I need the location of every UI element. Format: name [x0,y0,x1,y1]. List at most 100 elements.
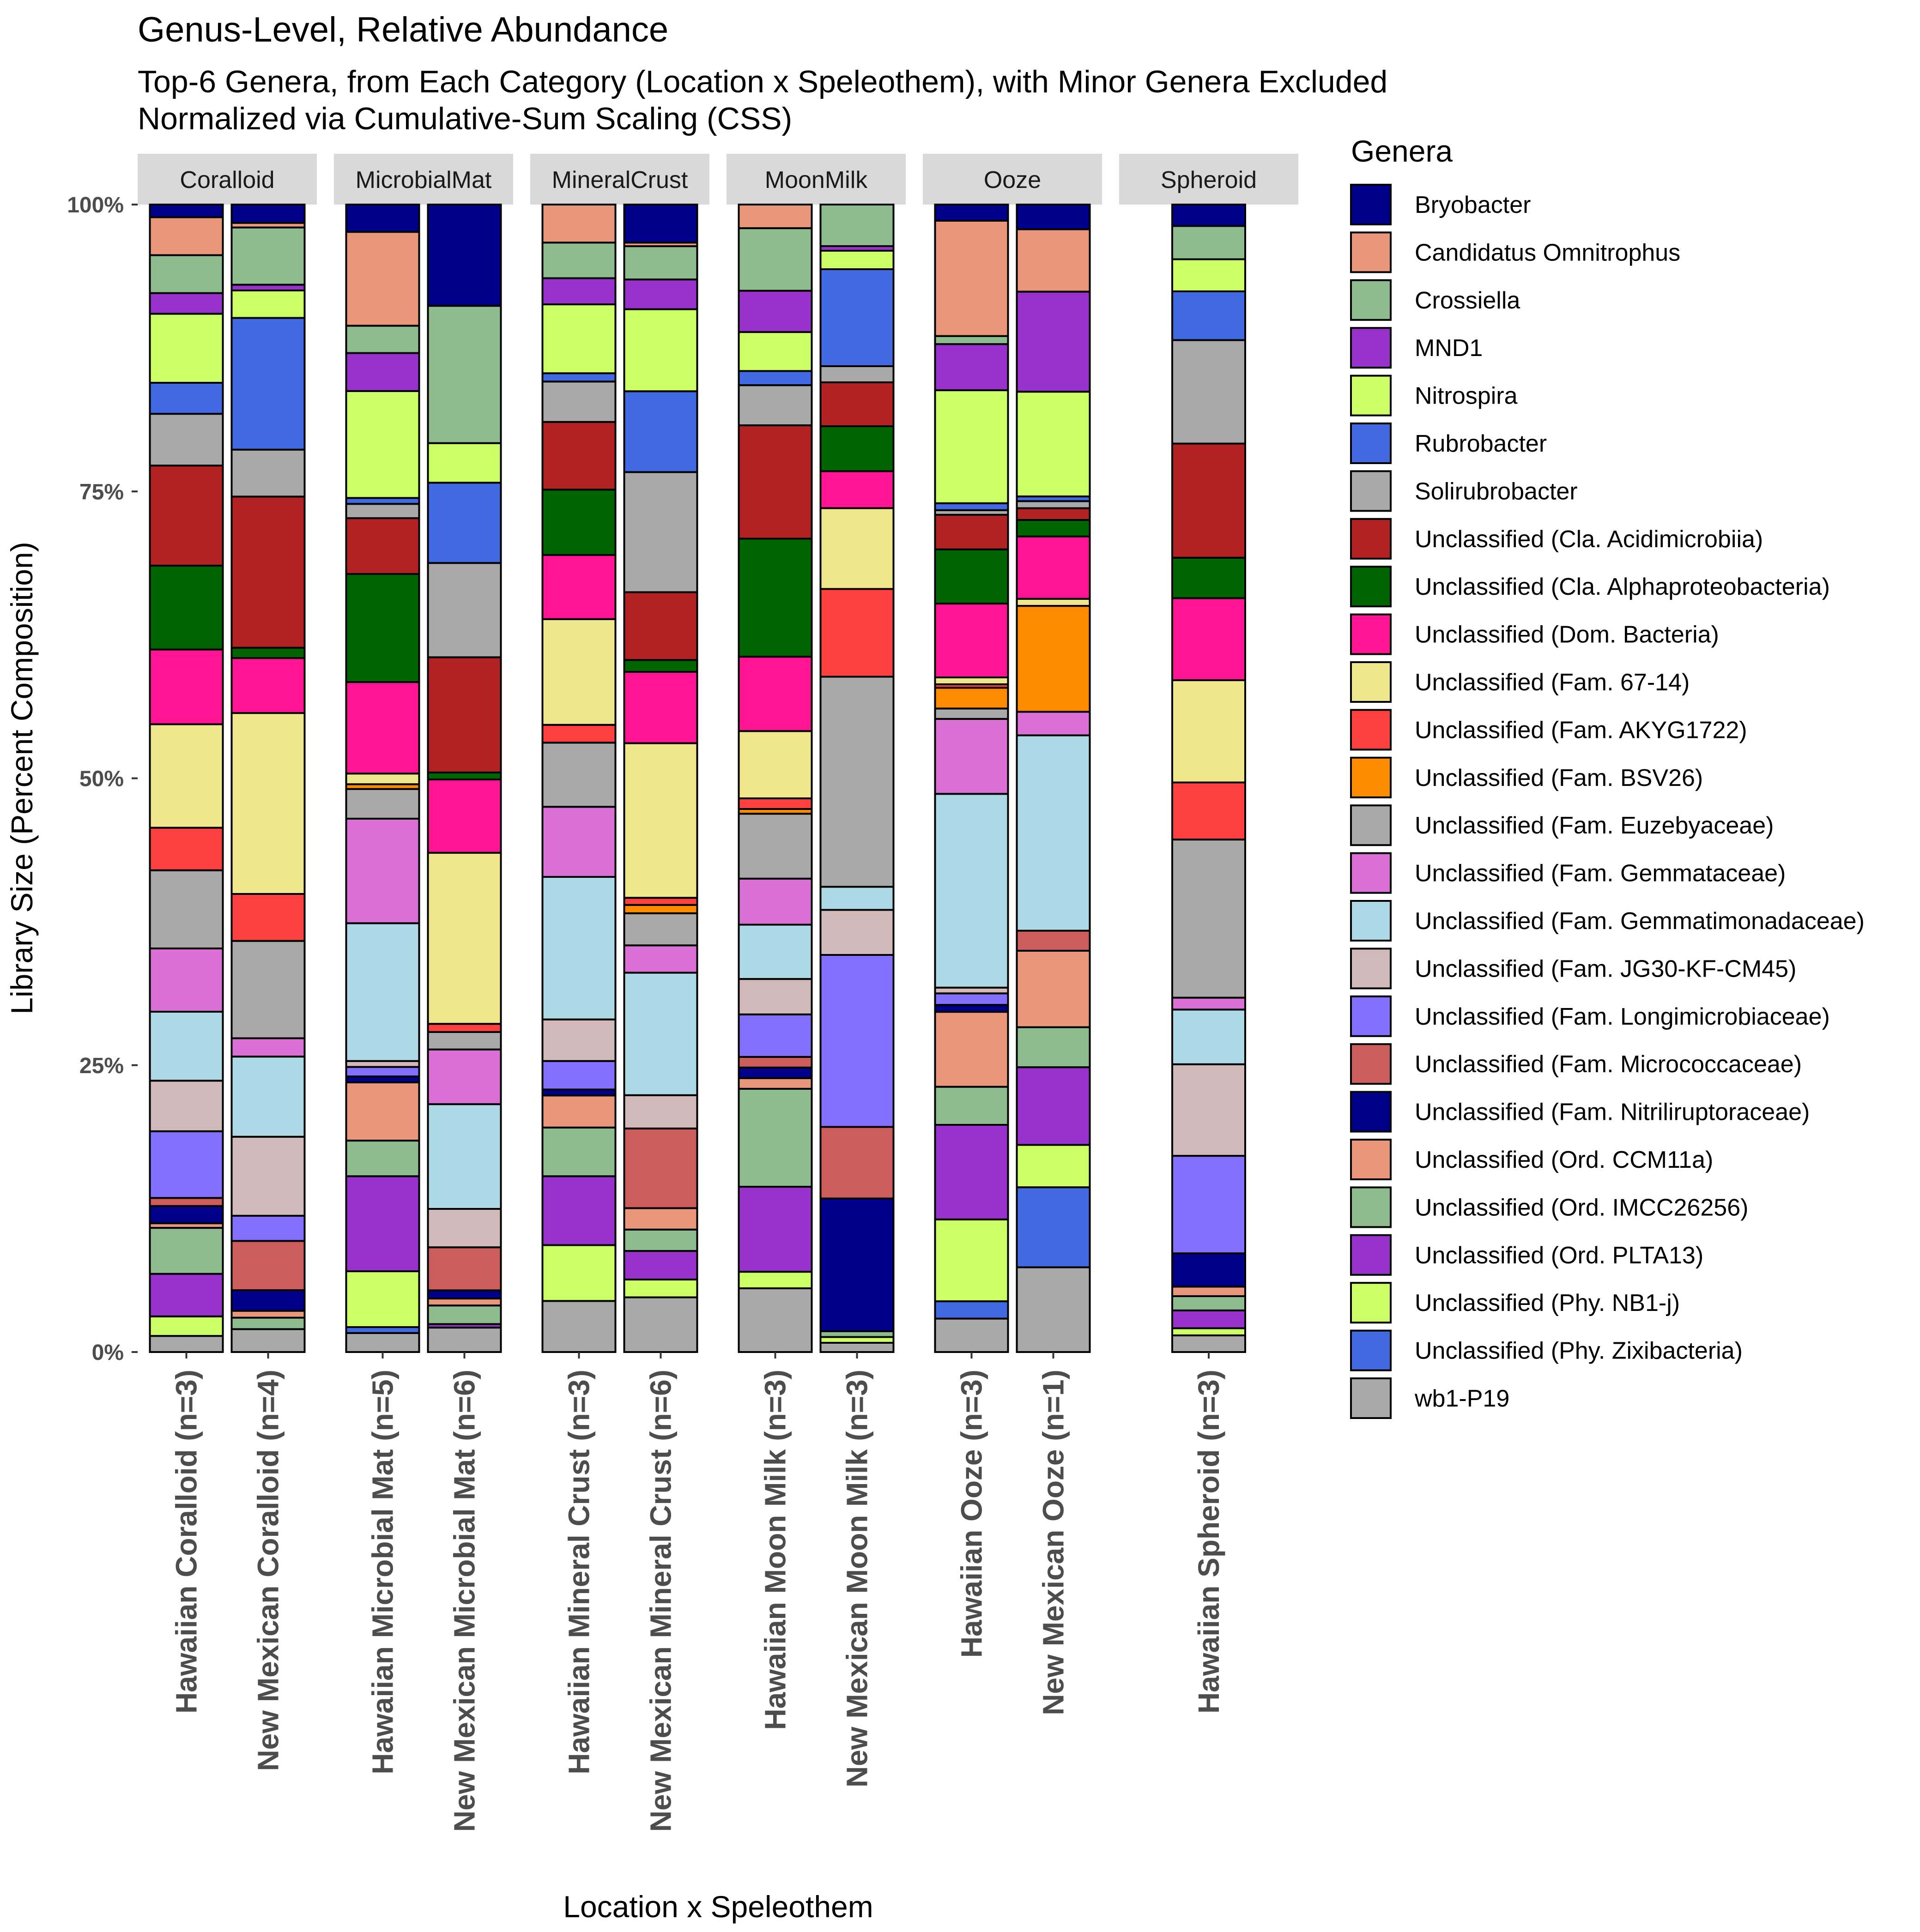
legend-label: Unclassified (Ord. IMCC26256) [1415,1194,1748,1221]
bar-segment-solirubrobacter [345,503,420,519]
bar-segment-unclassified-fam-micrococcaceae [738,1056,813,1069]
x-tick-label: New Mexican Microbial Mat (n=6) [448,1370,481,1832]
bar-segment-crossiella [819,204,895,247]
y-tick-label: 0% [92,1340,124,1365]
bar-segment-unclassified-fam-67-14 [934,676,1009,685]
bar-segment-unclassified-fam-euzebyaceae [230,940,306,1039]
bar-segment-unclassified-fam-longimicrobiaceae [149,1130,224,1199]
bar-segment-unclassified-fam-akyg1722 [623,897,698,906]
bar-segment-candidatus-omnitrophus [1016,228,1091,293]
bar-segment-unclassified-phy-nb1-j [738,1271,813,1289]
facet-strip-label: Spheroid [1161,167,1257,193]
bar-segment-unclassified-fam-gemmatimonadaceae [541,876,617,1020]
bar-segment-unclassified-ord-imcc26256 [541,1126,617,1177]
legend-key-unclassified-ord-imcc26256 [1350,1186,1392,1228]
bar-segment-unclassified-cla-alphaproteobacteria [1016,519,1091,537]
bar-segment-unclassified-ord-ccm11a [230,1310,306,1319]
bar-segment-unclassified-fam-euzebyaceae [541,742,617,808]
bar-segment-unclassified-fam-gemmataceae [230,1037,306,1058]
bar-segment-mnd1 [934,343,1009,392]
legend-label: Unclassified (Fam. Gemmataceae) [1415,860,1786,887]
bar-segment-unclassified-ord-plta13 [738,1186,813,1273]
bar-segment-unclassified-cla-acidimicrobiia [345,517,420,575]
bar-segment-unclassified-dom-bacteria [738,656,813,732]
bar-segment-bryobacter [934,204,1009,222]
bar-segment-unclassified-fam-67-14 [1171,679,1246,784]
bar-segment-unclassified-fam-gemmataceae [623,944,698,974]
bar-segment-wb1-p19 [345,1332,420,1353]
bar-segment-unclassified-ord-imcc26256 [623,1228,698,1252]
bar-segment-unclassified-fam-gemmatimonadaceae [345,922,420,1062]
bar-segment-unclassified-fam-67-14 [230,712,306,895]
bar-segment-nitrospira [1171,258,1246,292]
bar-segment-unclassified-ord-imcc26256 [345,1140,420,1177]
bar-segment-crossiella [427,305,502,444]
bar-segment-bryobacter [1171,204,1246,227]
bar-segment-crossiella [541,242,617,279]
bar-segment-unclassified-fam-longimicrobiaceae [738,1013,813,1058]
bar-segment-unclassified-fam-euzebyaceae [819,676,895,888]
bar-segment-unclassified-fam-micrococcaceae [819,1126,895,1200]
bar-segment-unclassified-fam-67-14 [819,507,895,590]
bar-segment-unclassified-cla-acidimicrobiia [819,381,895,427]
legend-key-unclassified-phy-nb1-j [1350,1282,1392,1324]
legend-key-unclassified-fam-gemmataceae [1350,852,1392,894]
bar-segment-unclassified-fam-gemmataceae [1016,711,1091,737]
y-tick-label: 50% [79,767,124,791]
bar-segment-rubrobacter [1171,290,1246,341]
bar-segment-crossiella [230,226,306,286]
bar-segment-bryobacter [149,204,224,218]
bar-segment-unclassified-ord-plta13 [1016,1066,1091,1146]
legend-label: MND1 [1415,335,1483,362]
bar-segment-unclassified-ord-imcc26256 [1016,1026,1091,1069]
legend-label: Unclassified (Ord. CCM11a) [1415,1147,1713,1173]
bar-segment-unclassified-fam-euzebyaceae [1171,839,1246,999]
bar-segment-mnd1 [1016,290,1091,393]
facet-strip-label: MoonMilk [765,167,868,193]
bar-segment-unclassified-fam-euzebyaceae [149,869,224,950]
legend-key-unclassified-phy-zixibacteria [1350,1329,1392,1371]
legend-key-unclassified-fam-euzebyaceae [1350,804,1392,846]
bar-segment-unclassified-cla-alphaproteobacteria [934,548,1009,605]
bar-segment-unclassified-fam-akyg1722 [427,1023,502,1033]
bar-segment-unclassified-fam-micrococcaceae [230,1240,306,1292]
legend-label: Unclassified (Ord. PLTA13) [1415,1242,1703,1269]
legend-key-unclassified-ord-plta13 [1350,1234,1392,1276]
bar-segment-unclassified-fam-micrococcaceae [1016,930,1091,952]
bar-segment-unclassified-fam-micrococcaceae [427,1246,502,1292]
bar-segment-unclassified-fam-micrococcaceae [149,1197,224,1207]
legend-key-unclassified-fam-67-14 [1350,661,1392,703]
bar-segment-unclassified-cla-acidimicrobiia [230,495,306,649]
bar-segment-unclassified-cla-acidimicrobiia [623,591,698,661]
bar-segment-unclassified-fam-nitriliruptoraceae [149,1205,224,1225]
legend-key-unclassified-dom-bacteria [1350,613,1392,655]
bar-segment-unclassified-fam-gemmataceae [149,948,224,1013]
bar-segment-unclassified-fam-longimicrobiaceae [934,992,1009,1006]
bar-segment-rubrobacter [934,502,1009,511]
facet-strip-coralloid [138,154,317,205]
bar-segment-unclassified-fam-bsv26 [623,904,698,914]
legend-label: Unclassified (Cla. Alphaproteobacteria) [1415,574,1830,600]
bar-segment-wb1-p19 [1171,1334,1246,1353]
bar-segment-unclassified-ord-plta13 [623,1250,698,1280]
bar-segment-candidatus-omnitrophus [541,204,617,244]
bar-segment-unclassified-fam-gemmatimonadaceae [934,793,1009,989]
legend-key-unclassified-fam-gemmatimonadaceae [1350,900,1392,942]
bar-segment-unclassified-fam-euzebyaceae [345,788,420,820]
bar-segment-rubrobacter [738,370,813,386]
bar-segment-unclassified-ord-ccm11a [738,1077,813,1090]
bar-segment-unclassified-phy-zixibacteria [1016,1186,1091,1268]
bar-segment-unclassified-dom-bacteria [541,554,617,620]
legend-label: Unclassified (Fam. Euzebyaceae) [1415,812,1774,839]
legend-key-unclassified-cla-alphaproteobacteria [1350,566,1392,608]
bar-segment-unclassified-fam-bsv26 [1016,605,1091,713]
bar-segment-crossiella [149,254,224,294]
legend-label: Rubrobacter [1415,430,1547,457]
bar-segment-unclassified-fam-67-14 [541,618,617,726]
bar-segment-wb1-p19 [427,1327,502,1353]
bar-segment-unclassified-fam-jg30-kf-cm45 [427,1208,502,1249]
facet-strip-label: MineralCrust [552,167,688,193]
bar-segment-bryobacter [345,204,420,233]
bar-segment-bryobacter [427,204,502,307]
legend-label: Unclassified (Fam. AKYG1722) [1415,717,1747,743]
